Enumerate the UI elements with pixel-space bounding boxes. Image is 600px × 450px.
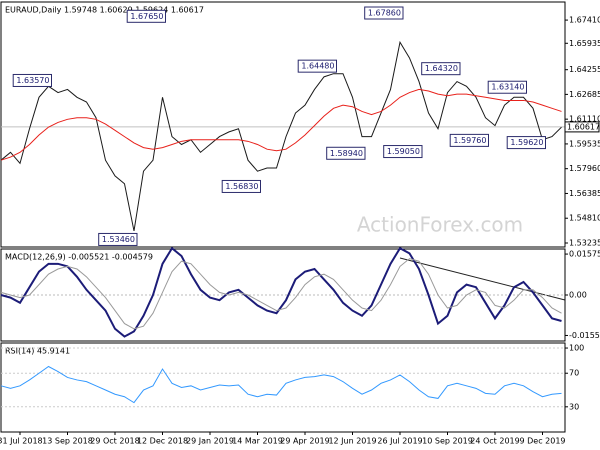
last-price-box (564, 121, 600, 133)
panel-title: MACD(12,26,9) -0.005521 -0.004579 (5, 253, 153, 262)
y-tick-label: 100 (569, 344, 584, 353)
annotation-label: 1.63570 (16, 76, 49, 85)
x-tick-label: 29 Oct 2018 (90, 437, 139, 446)
annotation-box (421, 62, 461, 76)
annotation-box (506, 136, 547, 150)
y-tick-label: 1.64255 (569, 65, 600, 74)
x-tick-label: 29 Jan 2019 (186, 437, 234, 446)
series-line (0, 88, 562, 161)
y-tick-label: 1.54810 (569, 214, 600, 223)
series-line (0, 258, 562, 330)
y-tick-label: 1.53235 (569, 238, 600, 247)
y-tick-label: 0.01575 (569, 250, 600, 259)
annotation-box (487, 80, 528, 94)
y-tick-label: 1.59535 (569, 139, 600, 148)
x-tick-label: 26 Jul 2019 (377, 437, 422, 446)
annotation-box (326, 146, 366, 160)
y-tick-label: 0.00 (569, 291, 587, 300)
annotation-box (98, 232, 138, 246)
y-tick-label: 1.65935 (569, 39, 600, 48)
annotation-box (383, 145, 423, 159)
watermark: ActionForex.com (357, 213, 523, 237)
annotation-label: 1.63140 (491, 83, 524, 92)
annotation-label: 1.64480 (301, 62, 334, 71)
x-tick-label: 29 Apr 2019 (280, 437, 329, 446)
y-tick-label: 1.61110 (569, 115, 600, 124)
annotation-label: 1.58940 (330, 149, 363, 158)
x-tick-label: 12 Jun 2019 (328, 437, 376, 446)
x-tick-label: 31 Jul 2018 (0, 437, 43, 446)
series-line (0, 365, 562, 404)
panel-title: RSI(14) 45.9141 (5, 347, 70, 356)
x-tick-label: 10 Sep 2019 (422, 437, 473, 446)
annotation-box (126, 9, 166, 23)
y-tick-label: 1.67410 (569, 16, 600, 25)
y-tick-label: 1.57960 (569, 164, 600, 173)
x-tick-label: 9 Dec 2019 (519, 437, 565, 446)
x-tick-label: 24 Oct 2019 (470, 437, 519, 446)
x-tick-label: 14 Mar 2019 (232, 437, 283, 446)
series-line (0, 246, 562, 338)
panel-title: EURAUD,Daily 1.59748 1.60629 1.59624 1.6… (5, 6, 204, 15)
annotation-box (297, 59, 338, 73)
y-tick-label: 1.56385 (569, 189, 600, 198)
annotation-label: 1.59620 (510, 138, 543, 147)
y-tick-label: 1.62685 (569, 90, 600, 99)
series-line (0, 40, 562, 232)
y-tick-label: 70 (569, 369, 579, 378)
y-tick-label: 30 (569, 402, 579, 411)
annotation-label: 1.67650 (130, 12, 163, 21)
annotation-label: 1.56830 (225, 182, 258, 191)
last-price-label: 1.60617 (567, 122, 600, 131)
annotation-label: 1.59050 (387, 147, 420, 156)
y-tick-label: -0.015568 (569, 331, 600, 340)
annotation-box (221, 179, 261, 193)
annotation-box (449, 133, 490, 147)
annotation-label: 1.64320 (425, 64, 458, 73)
annotation-box (364, 6, 404, 20)
x-tick-label: 12 Dec 2018 (137, 437, 188, 446)
annotation-label: 1.53460 (102, 235, 135, 244)
annotation-label: 1.67860 (368, 9, 401, 18)
annotation-box (12, 73, 52, 87)
panel-frame (0, 342, 566, 433)
annotation-label: 1.59760 (453, 136, 486, 145)
x-tick-label: 13 Sep 2018 (42, 437, 93, 446)
